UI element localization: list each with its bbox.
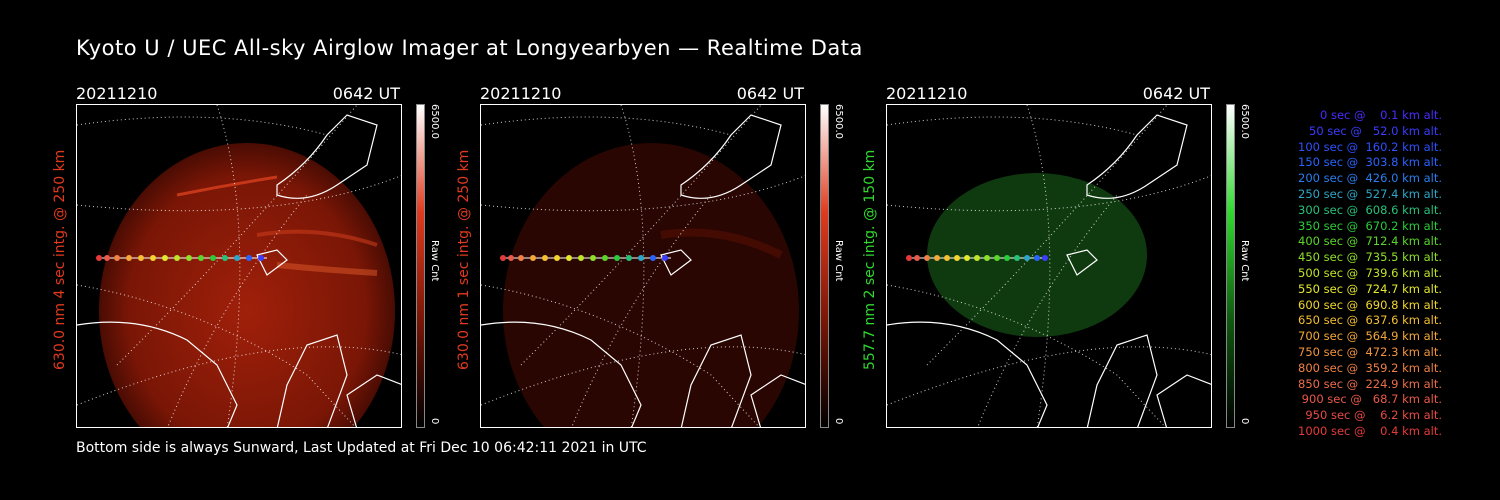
panel-1-cbar-max: 6500.0 [429,104,440,139]
panel-2-image [480,104,806,428]
legend-row: 900 sec @ 68.7 km alt. [1298,392,1442,407]
panel-2-date: 20211210 [480,84,562,103]
legend-row: 950 sec @ 6.2 km alt. [1301,408,1442,423]
panel-3-svg [887,105,1211,427]
legend-row: 350 sec @ 670.2 km alt. [1294,218,1442,233]
panel-3-image [886,104,1212,428]
legend-row: 800 sec @ 359.2 km alt. [1294,360,1442,375]
panel-2-cbar-min: 0 [833,418,844,425]
footer-note: Bottom side is always Sunward, Last Upda… [76,440,647,456]
panel-1-coastline [77,114,401,427]
legend-row: 850 sec @ 224.9 km alt. [1294,376,1442,391]
panel-3-time: 0642 UT [1142,84,1210,103]
panel-3-cbar-unit: Raw Cnt [1239,240,1250,282]
panel-2-ylabel: 630.0 nm 1 sec intg. @ 250 km [456,149,472,370]
legend-row: 100 sec @ 160.2 km alt. [1294,139,1442,154]
panel-3-cbar-min: 0 [1239,418,1250,425]
legend-row: 1000 sec @ 0.4 km alt. [1298,423,1442,438]
legend-row: 450 sec @ 735.5 km alt. [1294,250,1442,265]
panel-3-ylabel: 557.7 nm 2 sec intg. @ 150 km [862,149,878,370]
panel-2-trajectory [500,255,671,261]
panel-1-trajectory [96,255,267,261]
legend-row: 550 sec @ 724.7 km alt. [1294,281,1442,296]
legend-row: 700 sec @ 564.9 km alt. [1294,329,1442,344]
panel-3-cbar-max: 6500.0 [1239,104,1250,139]
legend-row: 250 sec @ 527.4 km alt. [1294,186,1442,201]
panel-1-sky-disk [99,143,395,427]
panel-1-svg [77,105,401,427]
panel-1-colorbar [416,104,425,428]
panel-1-date: 20211210 [76,84,158,103]
legend-row: 500 sec @ 739.6 km alt. [1294,265,1442,280]
panel-3-coastline [887,114,1211,427]
panel-2-cbar-unit: Raw Cnt [833,240,844,282]
panel-2-grid [481,105,805,427]
panel-1-ylabel: 630.0 nm 4 sec intg. @ 250 km [52,149,68,370]
panel-1-cbar-unit: Raw Cnt [429,240,440,282]
panel-2-coastline [481,114,805,427]
altitude-legend: 0 sec @ 0.1 km alt. 50 sec @ 52.0 km alt… [1262,108,1442,440]
panel-3-grid [887,105,1211,427]
legend-row: 150 sec @ 303.8 km alt. [1294,155,1442,170]
panel-3-colorbar [1226,104,1235,428]
panel-1-time: 0642 UT [332,84,400,103]
legend-row: 650 sec @ 637.6 km alt. [1294,313,1442,328]
page-title: Kyoto U / UEC All-sky Airglow Imager at … [76,36,863,60]
panel-3-date: 20211210 [886,84,968,103]
panel-2-svg [481,105,805,427]
panel-3-trajectory [906,255,1048,261]
legend-row: 600 sec @ 690.8 km alt. [1294,297,1442,312]
panel-1-aurora-arc [176,175,278,197]
panel-1-grid [77,105,401,427]
panel-2-colorbar [820,104,829,428]
legend-row: 300 sec @ 608.6 km alt. [1294,202,1442,217]
panel-2-time: 0642 UT [736,84,804,103]
legend-row: 50 sec @ 52.0 km alt. [1301,123,1442,138]
panel-1-cbar-min: 0 [429,418,440,425]
legend-row: 400 sec @ 712.4 km alt. [1294,234,1442,249]
legend-row: 200 sec @ 426.0 km alt. [1294,171,1442,186]
panel-2-cbar-max: 6500.0 [833,104,844,139]
legend-row: 0 sec @ 0.1 km alt. [1309,108,1442,122]
panel-1-image [76,104,402,428]
legend-row: 750 sec @ 472.3 km alt. [1294,344,1442,359]
panel-2-sky-disk [503,143,799,427]
